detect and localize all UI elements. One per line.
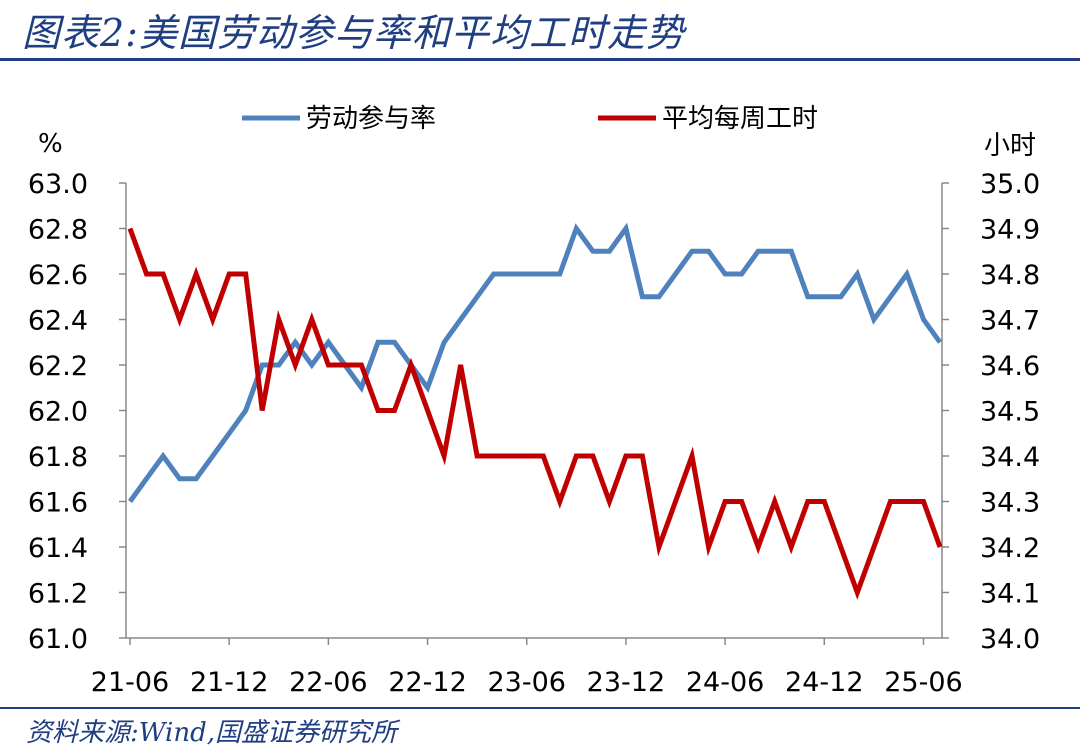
legend-label: 劳动参与率 xyxy=(306,104,436,134)
right-axis-tick-label: 34.7 xyxy=(980,306,1040,337)
x-axis-tick-label: 22-06 xyxy=(289,667,367,698)
source-note: 资料来源:Wind,国盛证券研究所 xyxy=(26,718,397,748)
right-axis-tick-label: 34.3 xyxy=(980,488,1040,519)
right-axis-unit: 小时 xyxy=(984,131,1036,161)
left-axis-tick-label: 61.4 xyxy=(28,533,88,564)
series-line-participation xyxy=(127,222,943,503)
footer-rule xyxy=(0,707,1080,709)
series-line-hours xyxy=(127,227,943,600)
left-axis-tick-label: 62.2 xyxy=(28,351,88,382)
x-axis-tick-label: 23-06 xyxy=(488,667,566,698)
title-rule xyxy=(0,58,1080,61)
right-axis-tick-label: 34.2 xyxy=(980,533,1040,564)
right-axis-tick-label: 34.5 xyxy=(980,397,1040,428)
left-axis-tick-label: 61.8 xyxy=(28,442,88,473)
left-axis-tick-label: 61.2 xyxy=(28,579,88,610)
x-axis-tick-label: 21-12 xyxy=(190,667,268,698)
right-axis-tick-label: 34.4 xyxy=(980,442,1040,473)
chart-title: 图表2:美国劳动参与率和平均工时走势 xyxy=(22,11,685,55)
left-axis-tick-label: 63.0 xyxy=(28,169,88,200)
left-axis-unit: % xyxy=(38,129,63,159)
x-axis-tick-label: 24-12 xyxy=(785,667,863,698)
left-axis-tick-label: 62.6 xyxy=(28,260,88,291)
right-axis-tick-label: 34.1 xyxy=(980,579,1040,610)
left-axis-tick-label: 62.8 xyxy=(28,215,88,246)
x-axis-tick-label: 24-06 xyxy=(686,667,764,698)
right-axis-tick-label: 34.0 xyxy=(980,624,1040,655)
x-axis-tick-label: 22-12 xyxy=(388,667,466,698)
right-axis-tick-label: 34.8 xyxy=(980,260,1040,291)
right-axis-tick-label: 34.9 xyxy=(980,215,1040,246)
legend-label: 平均每周工时 xyxy=(662,104,818,134)
left-axis-tick-label: 61.0 xyxy=(28,624,88,655)
x-axis-tick-label: 25-06 xyxy=(884,667,962,698)
right-axis-tick-label: 34.6 xyxy=(980,351,1040,382)
x-axis-tick-label: 23-12 xyxy=(587,667,665,698)
left-axis-tick-label: 62.0 xyxy=(28,397,88,428)
right-axis-tick-label: 35.0 xyxy=(980,169,1040,200)
left-axis-tick-label: 61.6 xyxy=(28,488,88,519)
left-axis-tick-label: 62.4 xyxy=(28,306,88,337)
x-axis-tick-label: 21-06 xyxy=(91,667,169,698)
